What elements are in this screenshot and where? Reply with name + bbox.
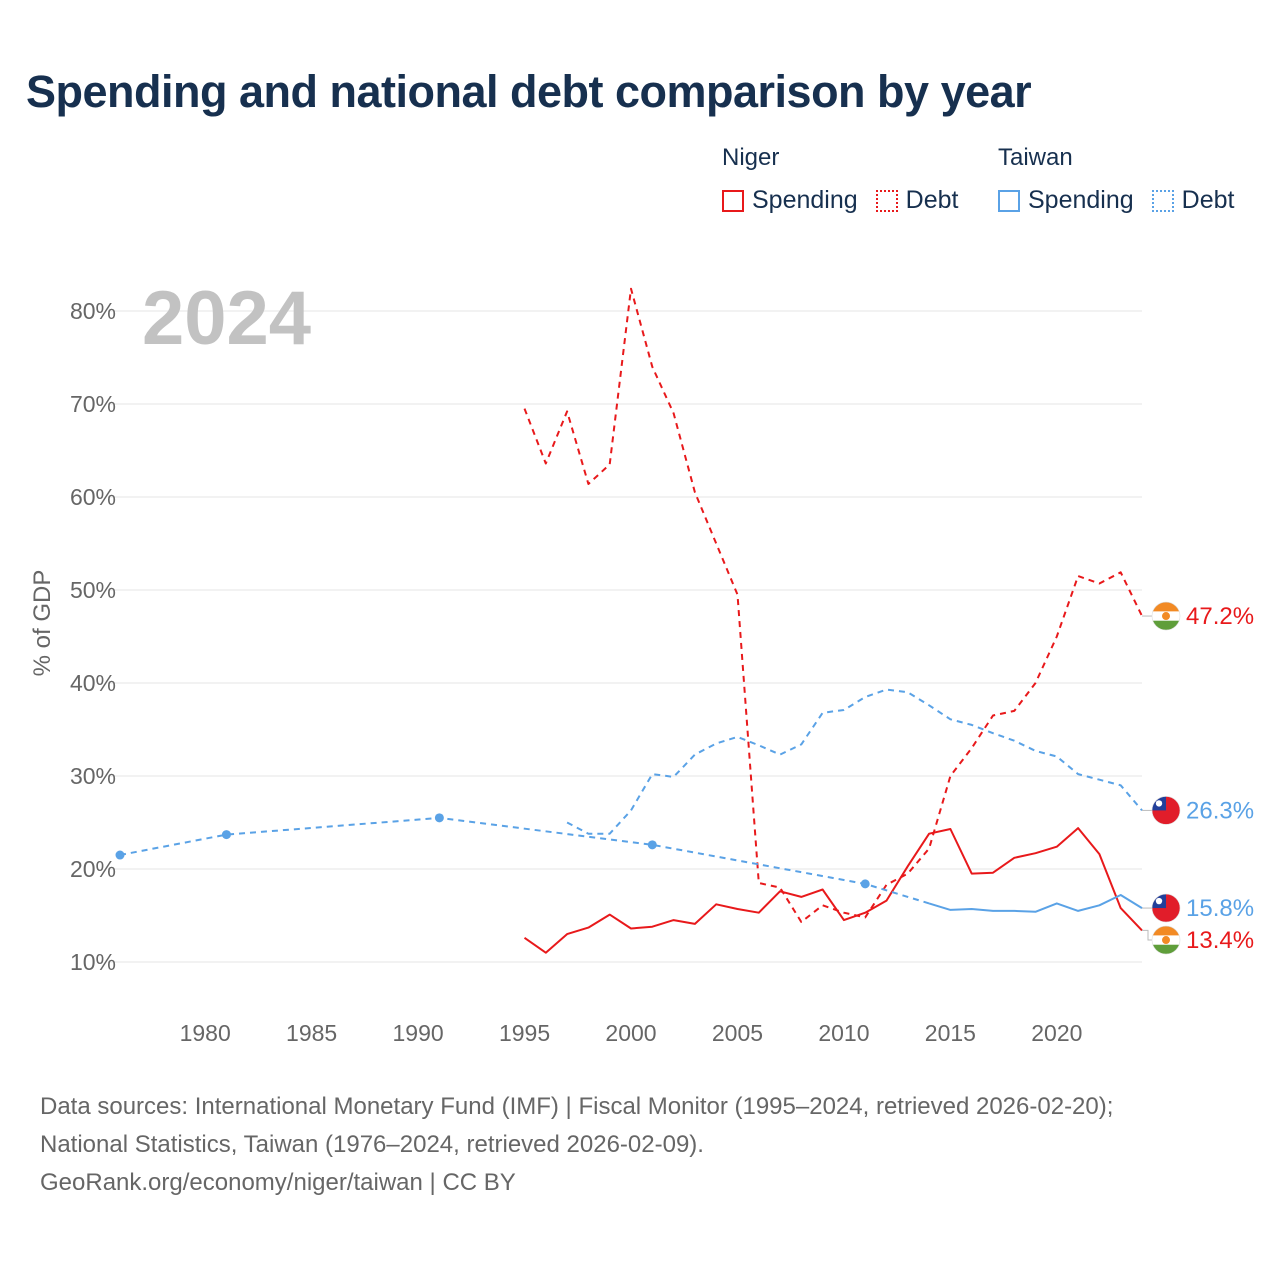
year-watermark: 2024 [142, 276, 311, 361]
niger-flag-icon [1151, 925, 1181, 955]
line-chart: 2024 % of GDP 10% 20% 30% 40% 50% 60% 70% 80% 1… [29, 276, 1254, 1046]
y-tick-label: 60% [70, 484, 116, 510]
legend-niger-spending[interactable]: Spending [722, 186, 858, 215]
legend-label: Debt [905, 186, 959, 214]
y-tick-label: 80% [70, 298, 116, 324]
taiwan-flag-icon [1151, 893, 1181, 923]
taiwan-debt-end-label: 26.3% [1142, 796, 1254, 825]
niger-debt-end-label: 47.2% [1142, 601, 1254, 631]
end-value-label: 15.8% [1186, 895, 1254, 922]
end-value-label: 47.2% [1186, 603, 1254, 630]
taiwan-spending-interpolated-line [119, 816, 930, 905]
y-tick-label: 20% [70, 856, 116, 882]
legend-group-niger: Niger Spending Debt [722, 144, 976, 215]
legend-label: Spending [752, 186, 858, 214]
x-tick-label: 2015 [925, 1020, 976, 1046]
data-sources-line: National Statistics, Taiwan (1976–2024, … [40, 1131, 704, 1158]
grid-lines [108, 310, 1142, 963]
x-tick-label: 1995 [499, 1020, 550, 1046]
x-tick-label: 2000 [605, 1020, 656, 1046]
x-tick-label: 2020 [1031, 1020, 1082, 1046]
y-axis-ticks: 10% 20% 30% 40% 50% 60% 70% 80% [70, 298, 116, 975]
taiwan-spending-point [860, 879, 870, 889]
legend-taiwan-spending[interactable]: Spending [998, 186, 1134, 215]
x-axis-ticks: 1980 1985 1990 1995 2000 2005 2010 2015 2020 [180, 1020, 1083, 1046]
data-sources-line: Data sources: International Monetary Fun… [40, 1093, 1114, 1120]
x-tick-label: 2010 [818, 1020, 869, 1046]
y-tick-label: 70% [70, 391, 116, 417]
dotted-swatch-icon [1151, 189, 1174, 212]
footer: Data sources: International Monetary Fun… [40, 1088, 1113, 1202]
x-tick-label: 1985 [286, 1020, 337, 1046]
attribution-link[interactable]: GeoRank.org/economy/niger/taiwan | CC BY [40, 1169, 516, 1196]
legend-country-label: Taiwan [998, 144, 1073, 171]
x-tick-label: 2005 [712, 1020, 763, 1046]
legend-country-label: Niger [722, 144, 780, 171]
chart-title: Spending and national debt comparison by… [26, 66, 1032, 117]
taiwan-spending-line [928, 894, 1143, 913]
y-tick-label: 40% [70, 670, 116, 696]
niger-flag-icon [1151, 601, 1181, 631]
x-tick-label: 1980 [180, 1020, 231, 1046]
legend-niger-debt[interactable]: Debt [875, 186, 959, 215]
y-tick-label: 10% [70, 949, 116, 975]
y-axis-label: % of GDP [29, 570, 56, 677]
x-tick-label: 1990 [392, 1020, 443, 1046]
taiwan-flag-icon [1151, 796, 1181, 825]
legend-group-taiwan: Taiwan Spending Debt [998, 144, 1252, 215]
taiwan-spending-end-label: 15.8% [1142, 893, 1254, 923]
dotted-swatch-icon [875, 189, 898, 212]
end-value-label: 13.4% [1186, 927, 1254, 954]
series-lines [115, 287, 1143, 954]
leader-line [1142, 929, 1152, 941]
solid-swatch-icon [722, 189, 744, 212]
niger-spending-line [523, 827, 1143, 954]
taiwan-debt-line [566, 688, 1143, 835]
end-labels: 47.2% 26.3% 15.8% 13.4% [1142, 601, 1254, 955]
taiwan-spending-point [221, 830, 231, 840]
y-tick-label: 30% [70, 763, 116, 789]
niger-debt-line [523, 287, 1143, 923]
y-tick-label: 50% [70, 577, 116, 603]
end-value-label: 26.3% [1186, 797, 1254, 824]
taiwan-spending-point [647, 840, 657, 850]
taiwan-spending-point [115, 850, 125, 860]
legend-label: Debt [1181, 186, 1235, 214]
taiwan-spending-point [434, 813, 444, 823]
niger-spending-end-label: 13.4% [1142, 925, 1254, 955]
legend-label: Spending [1028, 186, 1134, 214]
legend-taiwan-debt[interactable]: Debt [1151, 186, 1235, 215]
solid-swatch-icon [998, 189, 1020, 212]
